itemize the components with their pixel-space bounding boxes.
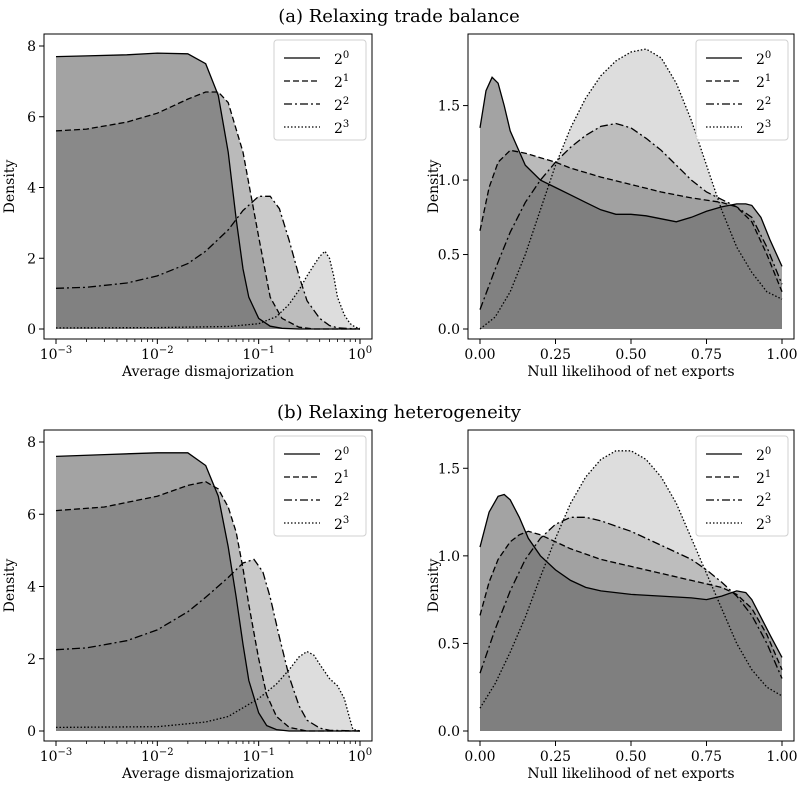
- x-tick-label: 10−2: [141, 345, 174, 363]
- line-series-2: [55, 195, 361, 330]
- chart-a-left: 10−3 10−2 10−1 100 0 2 4 6 8 Average dismajorizat…: [2, 33, 373, 380]
- line-series-2: [479, 516, 783, 679]
- y-tick-label: 1.5: [438, 99, 460, 115]
- x-tick-label: 10−3: [40, 345, 73, 363]
- x-tick-label: 100: [348, 345, 372, 363]
- line-series-0: [55, 52, 360, 330]
- legend-label: 21: [334, 469, 349, 487]
- x-tick-label: 0.75: [691, 749, 722, 765]
- legend-label: 22: [334, 492, 349, 510]
- chart-b-left: 10−3 10−2 10−1 100 0 2 4 6 8 Average dismajorizat…: [2, 429, 373, 782]
- y-tick-label: 2: [27, 251, 36, 267]
- legend-label: 20: [756, 446, 771, 464]
- legend-label: 22: [756, 96, 771, 114]
- x-tick-label: 10−1: [242, 345, 275, 363]
- area-series-0: [56, 53, 360, 329]
- legend-label: 20: [334, 50, 349, 68]
- y-tick-label: 0.5: [438, 248, 460, 264]
- line-series-1: [55, 91, 360, 330]
- x-axis-label: Average dismajorization: [121, 364, 294, 380]
- x-tick-label: 0.00: [464, 347, 495, 363]
- x-tick-label: 0.50: [615, 749, 646, 765]
- y-tick-label: 0: [27, 724, 36, 740]
- line-series-1: [55, 481, 360, 732]
- y-tick-label: 4: [27, 580, 36, 596]
- x-axis-label: Null likelihood of net exports: [527, 766, 734, 782]
- y-tick-label: 0: [27, 322, 36, 338]
- x-tick-label: 10−2: [141, 747, 174, 765]
- legend-label: 20: [756, 50, 771, 68]
- line-series-3: [479, 450, 783, 709]
- x-axis-label: Average dismajorization: [121, 766, 294, 782]
- legend: 20 21 22 23: [273, 435, 367, 537]
- legend-label: 21: [756, 73, 771, 91]
- line-series-3: [55, 650, 361, 732]
- area-series-0: [56, 452, 360, 731]
- y-tick-label: 0.0: [438, 724, 460, 740]
- axes-frame: [43, 33, 373, 340]
- line-series-1: [479, 149, 783, 293]
- x-tick-label: 10−3: [40, 747, 73, 765]
- legend-label: 21: [334, 73, 349, 91]
- line-series-1: [479, 530, 783, 670]
- x-axis-label: Null likelihood of net exports: [527, 364, 734, 380]
- legend-label: 22: [334, 96, 349, 114]
- legend-label: 21: [756, 469, 771, 487]
- y-axis-label: Density: [426, 160, 442, 214]
- legend-box: [695, 435, 789, 537]
- y-tick-label: 1.5: [438, 461, 460, 477]
- legend: 20 21 22 23: [273, 39, 367, 141]
- legend-label: 23: [756, 119, 771, 137]
- x-tick-label: 1.00: [766, 749, 797, 765]
- chart-a-right: 0.00 0.25 0.50 0.75 1.00 0.0 0.5 1.0 1.5 Null lik…: [426, 33, 798, 380]
- y-tick-label: 2: [27, 652, 36, 668]
- panel-b-title: (b) Relaxing heterogeneity: [277, 402, 522, 423]
- y-tick-label: 8: [27, 39, 36, 55]
- y-axis-label: Density: [426, 559, 442, 613]
- legend: 20 21 22 23: [695, 435, 789, 537]
- area-series-0: [480, 77, 782, 329]
- x-tick-label: 0.25: [540, 749, 571, 765]
- y-tick-label: 4: [27, 181, 36, 197]
- x-tick-label: 0.00: [464, 749, 495, 765]
- axes-frame: [43, 429, 373, 742]
- x-tick-label: 100: [348, 747, 372, 765]
- line-series-3: [55, 250, 361, 329]
- chart-b-right: 0.00 0.25 0.50 0.75 1.00 0.0 0.5 1.0 1.5 Null lik…: [426, 429, 798, 782]
- legend-label: 23: [334, 515, 349, 533]
- line-series-0: [479, 493, 783, 658]
- y-axis-label: Density: [2, 559, 18, 613]
- line-series-2: [55, 558, 361, 732]
- y-tick-label: 1.0: [438, 173, 460, 189]
- line-series-3: [479, 48, 783, 330]
- x-tick-label: 0.75: [691, 347, 722, 363]
- legend-label: 22: [756, 492, 771, 510]
- y-axis-label: Density: [2, 160, 18, 214]
- y-tick-label: 0.5: [438, 636, 460, 652]
- x-tick-label: 0.50: [615, 347, 646, 363]
- legend-box: [273, 435, 367, 537]
- line-series-0: [55, 452, 360, 732]
- legend: 20 21 22 23: [695, 39, 789, 141]
- legend-label: 23: [334, 119, 349, 137]
- y-tick-label: 1.0: [438, 549, 460, 565]
- legend-box: [273, 39, 367, 141]
- area-series-0: [480, 494, 782, 731]
- x-tick-label: 10−1: [242, 747, 275, 765]
- x-tick-label: 1.00: [766, 347, 797, 363]
- line-series-0: [479, 76, 783, 267]
- legend-label: 23: [756, 515, 771, 533]
- x-tick-label: 0.25: [540, 347, 571, 363]
- y-tick-label: 6: [27, 110, 36, 126]
- panel-a-title: (a) Relaxing trade balance: [278, 6, 519, 27]
- y-tick-label: 8: [27, 435, 36, 451]
- legend-label: 20: [334, 446, 349, 464]
- legend-box: [695, 39, 789, 141]
- y-tick-label: 0.0: [438, 322, 460, 338]
- y-tick-label: 6: [27, 507, 36, 523]
